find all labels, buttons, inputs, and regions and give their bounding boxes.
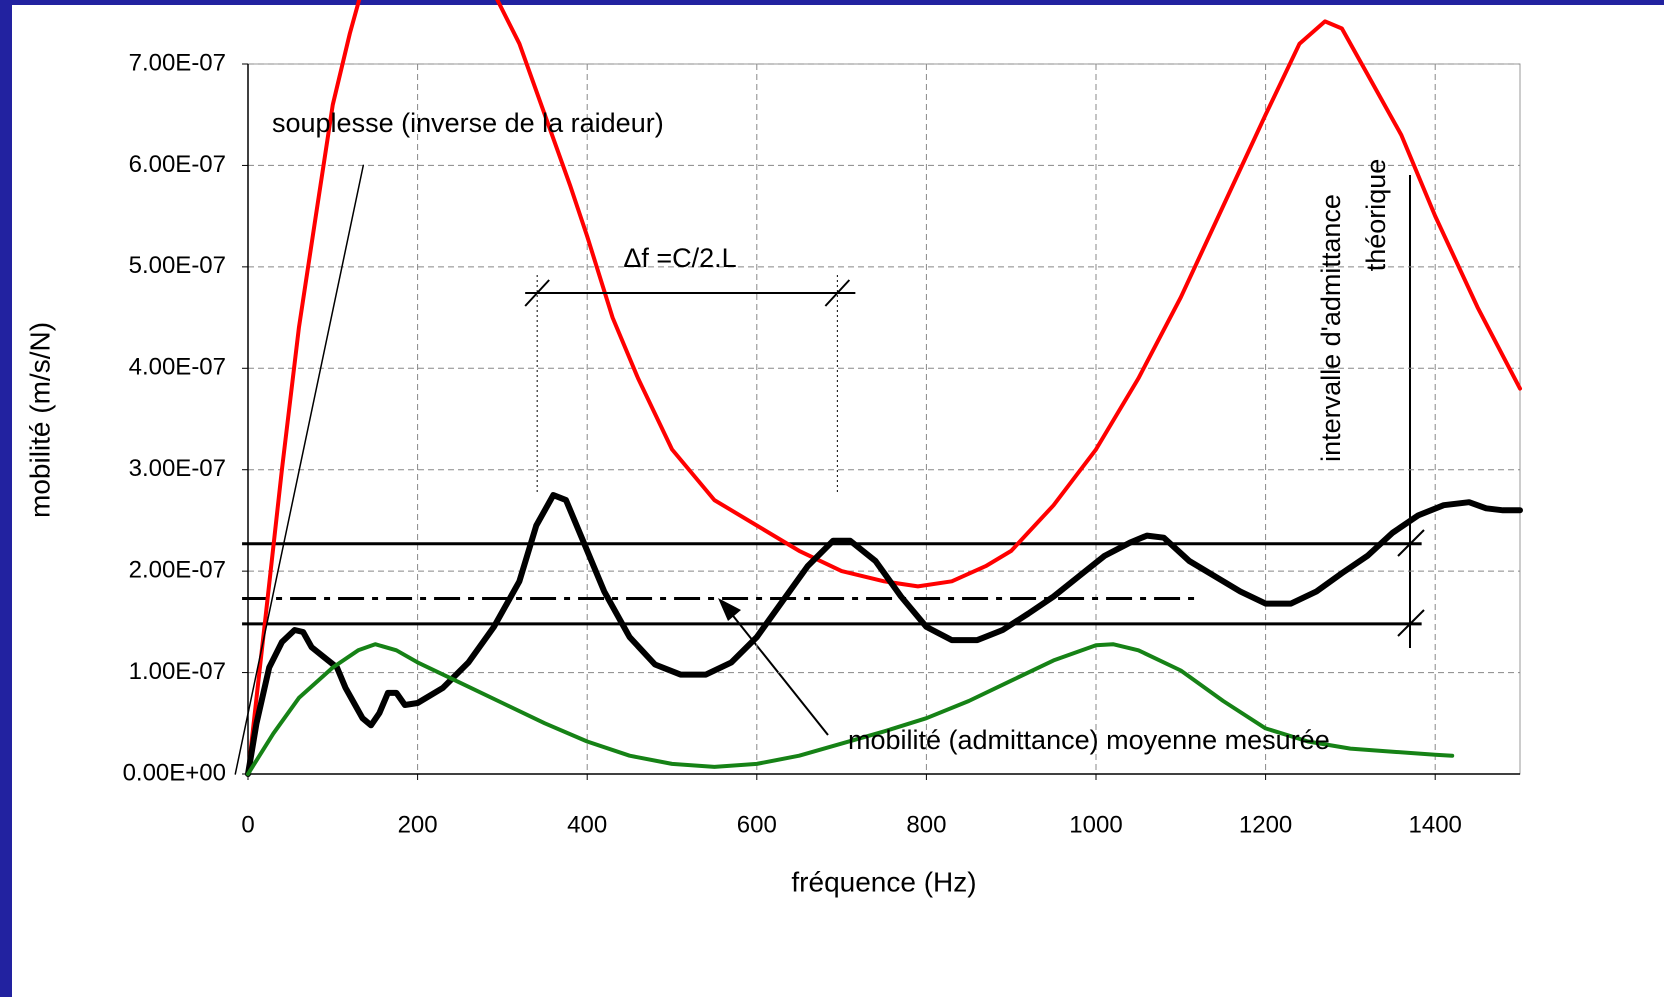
data-line xyxy=(246,642,1455,776)
arrow-head xyxy=(718,598,741,621)
y-tick-label: 2.00E-07 xyxy=(129,556,226,583)
data-line xyxy=(245,492,1523,777)
x-tick-label: 0 xyxy=(241,811,254,838)
y-axis-title: mobilité (m/s/N) xyxy=(24,322,55,518)
annotation: mobilité (admittance) moyenne mesurée xyxy=(848,725,1330,755)
x-tick-label: 1000 xyxy=(1069,811,1122,838)
annotation: théorique xyxy=(1361,159,1391,272)
y-tick-label: 0.00E+00 xyxy=(123,759,226,786)
delta-f-tick xyxy=(524,279,550,307)
data-line xyxy=(246,0,1522,776)
data-line xyxy=(234,164,365,775)
x-tick-label: 800 xyxy=(906,811,946,838)
y-tick-label: 3.00E-07 xyxy=(129,455,226,482)
annotation: Δf =C/2.L xyxy=(623,243,736,273)
x-tick-label: 200 xyxy=(398,811,438,838)
slide xyxy=(12,5,1664,997)
x-axis-title: fréquence (Hz) xyxy=(791,866,976,897)
y-tick-label: 4.00E-07 xyxy=(129,354,226,381)
annotation: souplesse (inverse de la raideur) xyxy=(272,108,664,138)
arrow-line xyxy=(729,611,829,736)
y-tick-label: 5.00E-07 xyxy=(129,252,226,279)
x-tick-label: 600 xyxy=(737,811,777,838)
y-tick-label: 6.00E-07 xyxy=(129,151,226,178)
delta-f-tick xyxy=(824,279,851,307)
x-tick-label: 400 xyxy=(567,811,607,838)
y-tick-label: 7.00E-07 xyxy=(129,49,226,76)
y-tick-label: 1.00E-07 xyxy=(129,658,226,685)
annotation: intervalle d'admittance xyxy=(1316,194,1346,462)
x-tick-label: 1400 xyxy=(1409,811,1462,838)
x-tick-label: 1200 xyxy=(1239,811,1292,838)
